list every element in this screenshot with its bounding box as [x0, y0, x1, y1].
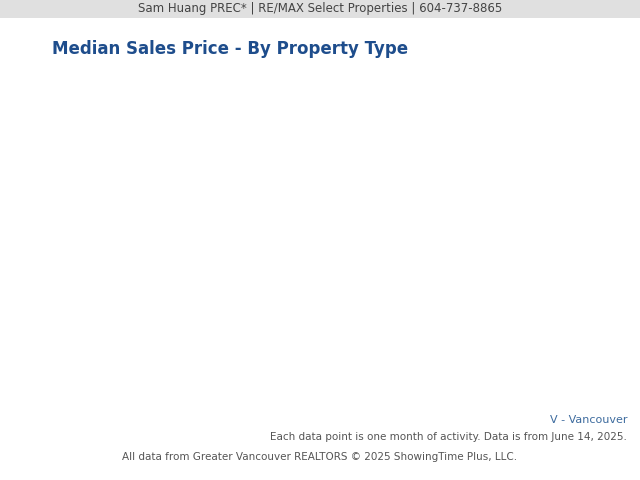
Text: All data from Greater Vancouver REALTORS © 2025 ShowingTime Plus, LLC.: All data from Greater Vancouver REALTORS… — [122, 452, 518, 462]
Text: Each data point is one month of activity. Data is from June 14, 2025.: Each data point is one month of activity… — [270, 432, 627, 442]
Text: Sam Huang PREC* | RE/MAX Select Properties | 604-737-8865: Sam Huang PREC* | RE/MAX Select Properti… — [138, 2, 502, 15]
Text: Median Sales Price - By Property Type: Median Sales Price - By Property Type — [52, 40, 408, 58]
Legend: Apartment: Apartment — [288, 49, 397, 72]
Text: V - Vancouver: V - Vancouver — [550, 415, 627, 425]
